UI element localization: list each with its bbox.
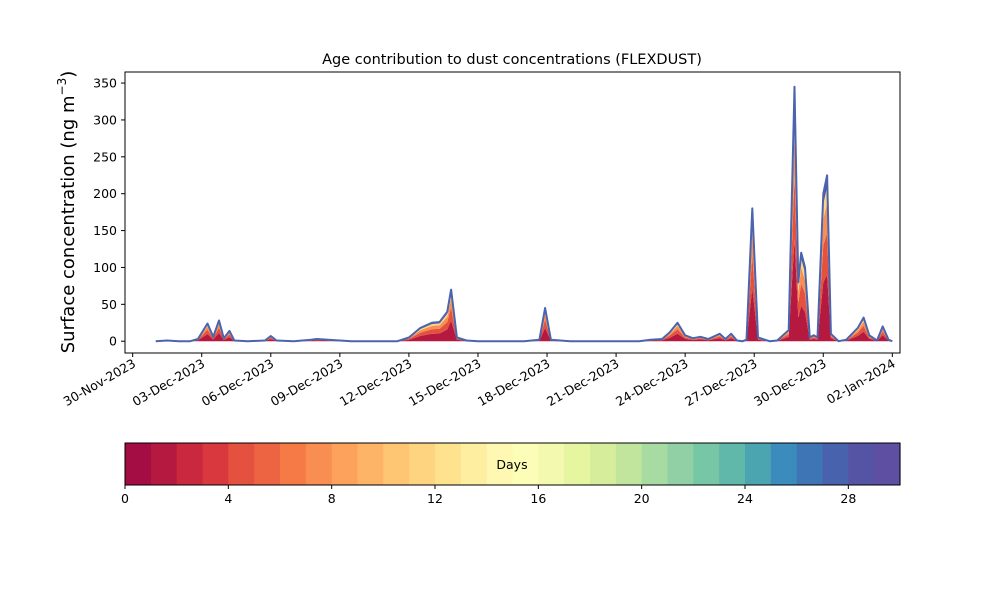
x-tick-label: 30-Dec-2023 [751, 356, 829, 409]
colorbar-swatch [822, 443, 849, 485]
colorbar-swatch [125, 443, 152, 485]
colorbar-swatch [693, 443, 720, 485]
colorbar-swatch [486, 443, 514, 485]
colorbar-swatch [564, 443, 591, 485]
colorbar-swatch [409, 443, 436, 485]
colorbar-tick-label: 20 [634, 491, 650, 506]
y-tick-label: 250 [93, 149, 117, 164]
colorbar-tick-label: 12 [427, 491, 443, 506]
x-tick-label: 06-Dec-2023 [199, 356, 277, 409]
colorbar-tick-label: 8 [328, 491, 336, 506]
colorbar-swatch [615, 443, 643, 485]
plot-frame [124, 71, 901, 354]
colorbar-swatch [176, 443, 204, 485]
y-tick-label: 150 [93, 223, 117, 238]
colorbar-tick-label: 28 [840, 491, 856, 506]
colorbar: Days 0 4 8 12 16 20 24 28 [121, 442, 901, 506]
x-tick-label: 02-Jan-2024 [824, 356, 898, 407]
colorbar-swatch [770, 443, 798, 485]
x-tick-label: 27-Dec-2023 [682, 356, 760, 409]
area-band-2 [155, 130, 893, 342]
y-axis-label-main: Surface concentration (ng m [58, 95, 79, 353]
y-axis-label: Surface concentration (ng m−3) [55, 71, 79, 354]
x-tick-label: 03-Dec-2023 [130, 356, 208, 409]
colorbar-swatch [460, 443, 488, 485]
colorbar-swatch [512, 443, 539, 485]
colorbar-swatch [280, 443, 307, 485]
total-concentration-line [155, 85, 893, 343]
chart-title: Age contribution to dust concentrations … [322, 52, 702, 68]
x-tick-label: 30-Nov-2023 [61, 356, 138, 409]
colorbar-swatch [796, 443, 824, 485]
x-tick-label: 18-Dec-2023 [475, 356, 553, 409]
x-tick-label: 09-Dec-2023 [268, 356, 346, 409]
colorbar-swatch [719, 443, 746, 485]
y-axis-label-exponent: −3 [55, 78, 69, 96]
colorbar-frame [124, 442, 901, 486]
y-tick-label: 300 [93, 112, 117, 127]
area-band-4 [155, 86, 893, 342]
y-axis: 0 50 100 150 200 250 300 350 [93, 76, 125, 349]
y-tick-label: 350 [93, 76, 117, 91]
main-chart: Age contribution to dust concentrations … [55, 52, 901, 409]
colorbar-swatch [590, 443, 617, 485]
x-axis: 30-Nov-202303-Dec-202306-Dec-202309-Dec-… [61, 353, 898, 409]
colorbar-swatch [383, 443, 410, 485]
colorbar-swatch [538, 443, 565, 485]
colorbar-swatch [202, 443, 229, 485]
y-tick-label: 100 [93, 260, 117, 275]
x-tick-label: 12-Dec-2023 [337, 356, 415, 409]
area-band-1 [155, 175, 893, 342]
area-band-3 [155, 104, 893, 342]
colorbar-swatch [254, 443, 281, 485]
colorbar-ticks: 0 4 8 12 16 20 24 28 [121, 485, 856, 506]
colorbar-swatch [667, 443, 694, 485]
colorbar-tick-label: 16 [530, 491, 546, 506]
colorbar-swatch [331, 443, 359, 485]
colorbar-swatch [150, 443, 178, 485]
y-tick-label: 0 [109, 334, 117, 349]
y-tick-label: 50 [101, 297, 117, 312]
colorbar-swatch [641, 443, 669, 485]
colorbar-swatch [874, 443, 901, 485]
y-tick-label: 200 [93, 186, 117, 201]
colorbar-label: Days [496, 457, 527, 472]
colorbar-tick-label: 24 [737, 491, 753, 506]
colorbar-swatch [848, 443, 875, 485]
x-tick-label: 21-Dec-2023 [544, 356, 622, 409]
colorbar-swatch [305, 443, 333, 485]
colorbar-swatch [745, 443, 772, 485]
colorbar-swatch [435, 443, 462, 485]
x-tick-label: 24-Dec-2023 [613, 356, 691, 409]
stacked-areas [155, 86, 893, 342]
area-band-0 [155, 239, 893, 342]
colorbar-tick-label: 4 [224, 491, 232, 506]
x-tick-label: 15-Dec-2023 [406, 356, 484, 409]
colorbar-swatch [228, 443, 255, 485]
colorbar-swatches [125, 443, 901, 485]
y-axis-label-close: ) [58, 71, 79, 78]
colorbar-swatch [357, 443, 384, 485]
colorbar-tick-label: 0 [121, 491, 129, 506]
